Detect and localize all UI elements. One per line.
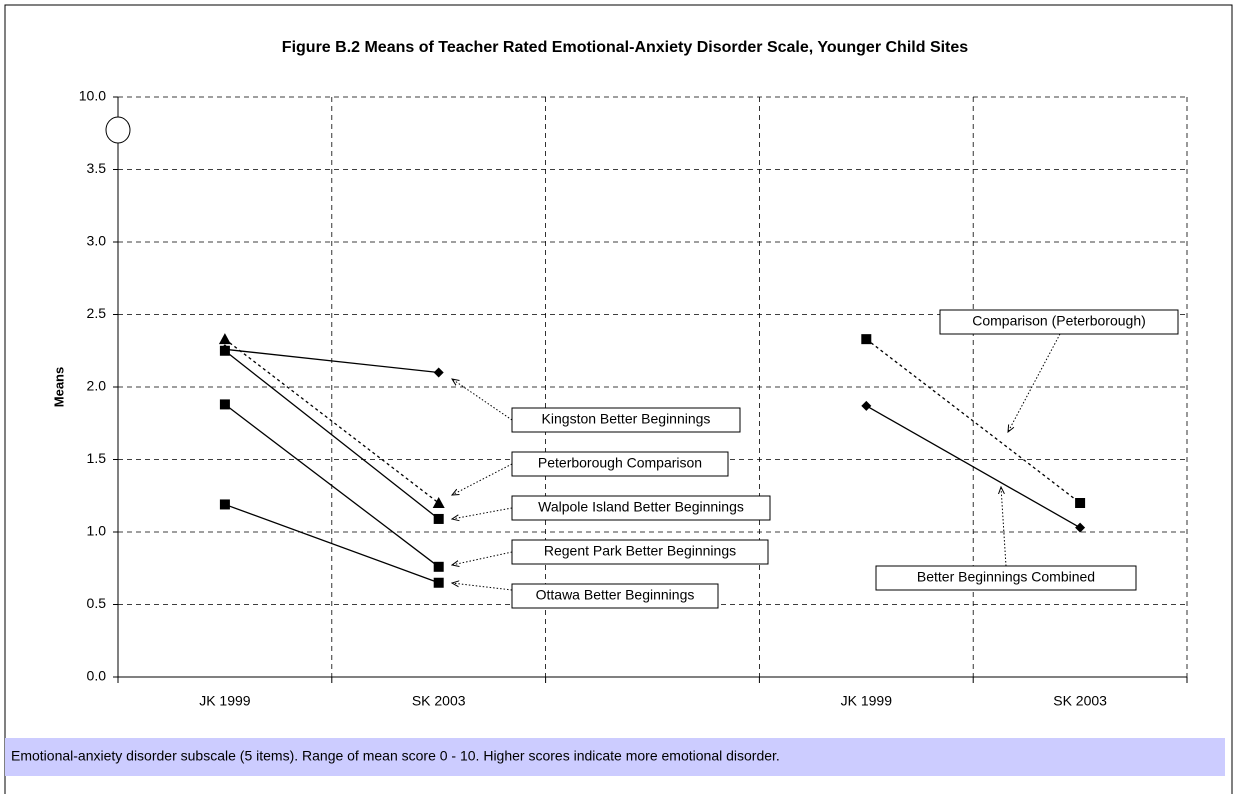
legend-label: Peterborough Comparison: [538, 455, 702, 471]
legend-label: Better Beginnings Combined: [917, 569, 1095, 585]
callout-arrow: [1001, 487, 1007, 567]
frame: [4, 4, 1233, 794]
series-line: [224, 338, 440, 504]
marker: [218, 333, 231, 345]
x-tick-label: SK 2003: [1053, 693, 1107, 709]
callout-arrow: [452, 379, 513, 421]
marker: [1075, 498, 1086, 508]
axis-break: [105, 116, 131, 144]
series-line: [224, 503, 439, 584]
series-line: [865, 338, 1081, 504]
callout-box: [511, 407, 741, 433]
y-tick-label: 0.5: [87, 595, 107, 611]
y-tick-label: 10.0: [79, 88, 106, 104]
legend-label: Kingston Better Beginnings: [542, 411, 711, 427]
chart-title: Figure B.2 Means of Teacher Rated Emotio…: [282, 39, 968, 56]
y-tick-label: 1.0: [87, 523, 107, 539]
marker: [861, 334, 872, 345]
callout-arrow: [1008, 333, 1061, 432]
series-line: [865, 405, 1081, 529]
y-axis-label: Means: [51, 367, 66, 407]
y-tick-label: 2.0: [87, 378, 107, 394]
callout-box: [511, 495, 771, 521]
callout-box: [939, 309, 1179, 335]
y-tick-label: 3.5: [87, 160, 107, 176]
marker: [432, 497, 445, 508]
legend-label: Ottawa Better Beginnings: [536, 587, 695, 603]
marker: [1075, 522, 1086, 533]
callout-box: [511, 539, 769, 565]
y-tick-label: 1.5: [87, 450, 107, 466]
marker: [219, 345, 230, 356]
marker: [433, 577, 444, 588]
marker: [433, 561, 444, 572]
callout-box: [511, 583, 719, 609]
y-tick-label: 0.0: [87, 668, 107, 684]
x-tick-label: JK 1999: [199, 693, 251, 709]
marker: [219, 499, 230, 510]
x-tick-label: JK 1999: [841, 693, 893, 709]
series-line: [224, 348, 439, 374]
callout-box: [511, 451, 729, 477]
callout-box: [875, 565, 1137, 591]
marker: [433, 367, 444, 378]
series-line: [224, 403, 440, 568]
legend-label: Comparison (Peterborough): [972, 313, 1146, 329]
marker: [433, 513, 444, 524]
y-tick-label: 3.0: [87, 233, 107, 249]
x-tick-label: SK 2003: [412, 693, 466, 709]
callout-arrow: [452, 583, 513, 591]
callout-arrow: [452, 463, 513, 495]
marker: [861, 400, 872, 411]
note: Emotional-anxiety disorder subscale (5 i…: [11, 748, 780, 764]
marker: [219, 399, 230, 410]
series-line: [224, 350, 440, 520]
legend-label: Regent Park Better Beginnings: [544, 543, 736, 559]
note-box: [5, 738, 1225, 776]
y-tick-label: 2.5: [87, 305, 107, 321]
legend-label: Walpole Island Better Beginnings: [538, 499, 744, 515]
